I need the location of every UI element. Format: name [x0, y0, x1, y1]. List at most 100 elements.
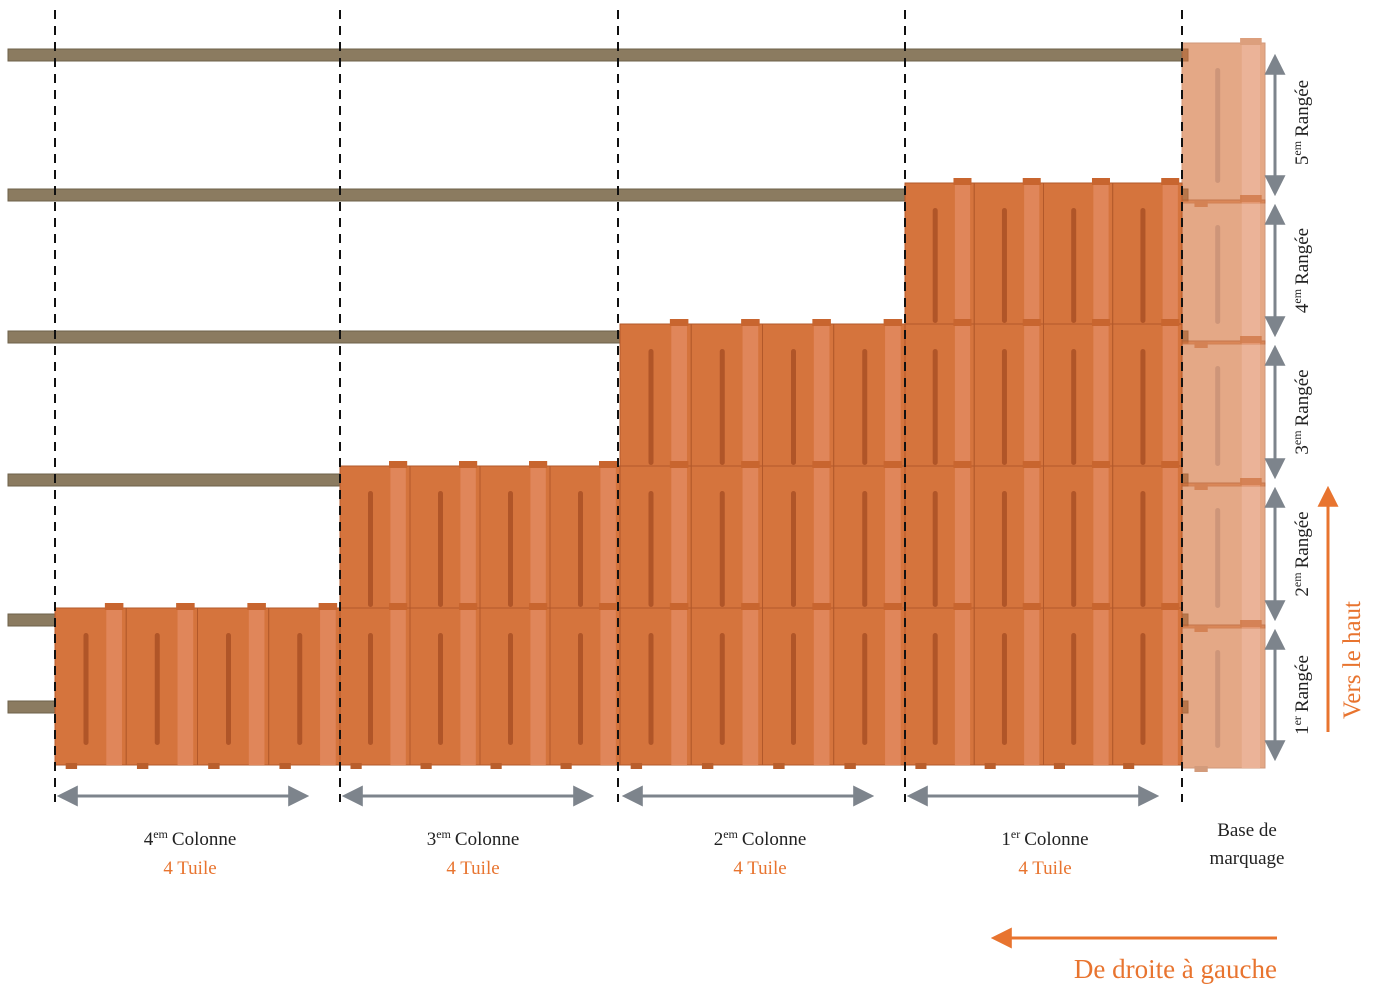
tile-rib — [177, 608, 194, 765]
tile — [690, 461, 763, 631]
tile-lug — [459, 461, 478, 468]
tile-rib — [1162, 324, 1178, 485]
ordinal-word: Rangée — [1292, 228, 1313, 285]
tile-rib — [813, 324, 830, 485]
tile-lug — [529, 461, 548, 468]
tile-lug — [812, 603, 831, 610]
ordinal-number: 2 — [1292, 587, 1313, 597]
tile-groove — [932, 208, 938, 323]
tile-rib — [1241, 483, 1261, 628]
tile-rib — [530, 466, 546, 627]
tile-lug — [1161, 461, 1180, 468]
tile-rib — [671, 324, 687, 485]
tile-foot — [490, 763, 502, 769]
tile-lug — [176, 603, 195, 610]
tile-rib — [390, 466, 406, 627]
ordinal-suffix: em — [1290, 572, 1304, 587]
tile-groove — [932, 349, 938, 465]
tile-lug — [1240, 620, 1262, 627]
tile — [833, 603, 906, 769]
tile-groove — [1140, 349, 1146, 465]
tile-rib — [954, 183, 971, 343]
tile-rib — [1162, 608, 1178, 765]
tile-groove — [1001, 208, 1007, 323]
tile — [762, 603, 835, 769]
tile-groove — [719, 633, 725, 745]
tile-foot — [350, 763, 362, 769]
tile-groove — [297, 633, 303, 745]
tile-foot — [1194, 766, 1208, 772]
tile-rib — [390, 608, 406, 765]
tile-groove — [1140, 208, 1146, 323]
tile — [1181, 336, 1266, 490]
tile-groove — [862, 633, 868, 745]
tile-rib — [1241, 625, 1261, 768]
tile-lug — [1022, 461, 1041, 468]
tile-groove — [791, 633, 796, 745]
tile-rib — [954, 466, 971, 627]
ordinal-word: Rangée — [1292, 511, 1313, 568]
ordinal-label: 3em Rangée — [1290, 369, 1313, 454]
tile — [690, 603, 763, 769]
guides — [54, 10, 1339, 949]
tile-lug — [883, 319, 903, 326]
tile-count: 4 Tuile — [733, 858, 786, 879]
tile-foot — [420, 763, 432, 769]
tile-lug — [1091, 319, 1110, 326]
tile-groove — [438, 491, 443, 607]
tile-lug — [104, 603, 124, 610]
tile-groove — [83, 633, 89, 745]
tile-groove — [1215, 225, 1221, 324]
tile — [619, 603, 692, 769]
tile-groove — [368, 491, 373, 607]
tile-rib — [1241, 43, 1261, 203]
tile-foot — [1123, 763, 1135, 769]
tile-count: 4 Tuile — [446, 858, 499, 879]
tile-rib — [1162, 466, 1178, 627]
tile-rib — [885, 324, 901, 485]
tile-groove — [508, 491, 513, 607]
tile — [409, 461, 481, 631]
tile — [339, 603, 411, 769]
tile-rib — [1024, 183, 1040, 343]
base-label: marquage — [1210, 848, 1285, 869]
tile-groove — [1071, 633, 1077, 745]
tile-rib — [1093, 324, 1109, 485]
batten — [7, 48, 1189, 62]
tile-lug — [529, 603, 548, 610]
tile-lug — [1091, 603, 1110, 610]
tile-groove — [578, 491, 583, 607]
tile-rib — [1241, 200, 1261, 344]
tile-lug — [1161, 603, 1180, 610]
ordinal-label: 2em Rangée — [1290, 511, 1313, 596]
tile-rib — [1024, 466, 1040, 627]
ordinal-number: 3 — [427, 829, 437, 850]
tile-rib — [530, 608, 546, 765]
ordinal-number: 1 — [1001, 829, 1011, 850]
tile — [762, 461, 835, 631]
tile — [125, 603, 198, 769]
tile-rib — [954, 324, 971, 485]
ordinal-label: 2em Colonne — [714, 827, 807, 850]
tile-groove — [1001, 349, 1007, 465]
tile — [1112, 603, 1183, 769]
tile — [1181, 38, 1266, 207]
tile-lug — [599, 461, 618, 468]
tile-count: 4 Tuile — [1018, 858, 1071, 879]
tile-foot — [65, 763, 78, 769]
ordinal-label: 1er Colonne — [1001, 827, 1088, 850]
ordinal-suffix: er — [1011, 827, 1020, 841]
ordinal-word: Colonne — [742, 829, 806, 850]
tile-count: 4 Tuile — [163, 858, 216, 879]
tile-foot — [984, 763, 996, 769]
tile-lug — [741, 603, 760, 610]
tile — [54, 603, 127, 769]
tile-foot — [701, 763, 714, 769]
tile-groove — [508, 633, 513, 745]
tile-rib — [1093, 466, 1109, 627]
tile-groove — [226, 633, 231, 745]
tile-lug — [1091, 178, 1110, 185]
tile-rib — [813, 466, 830, 627]
tile-lug — [883, 461, 903, 468]
